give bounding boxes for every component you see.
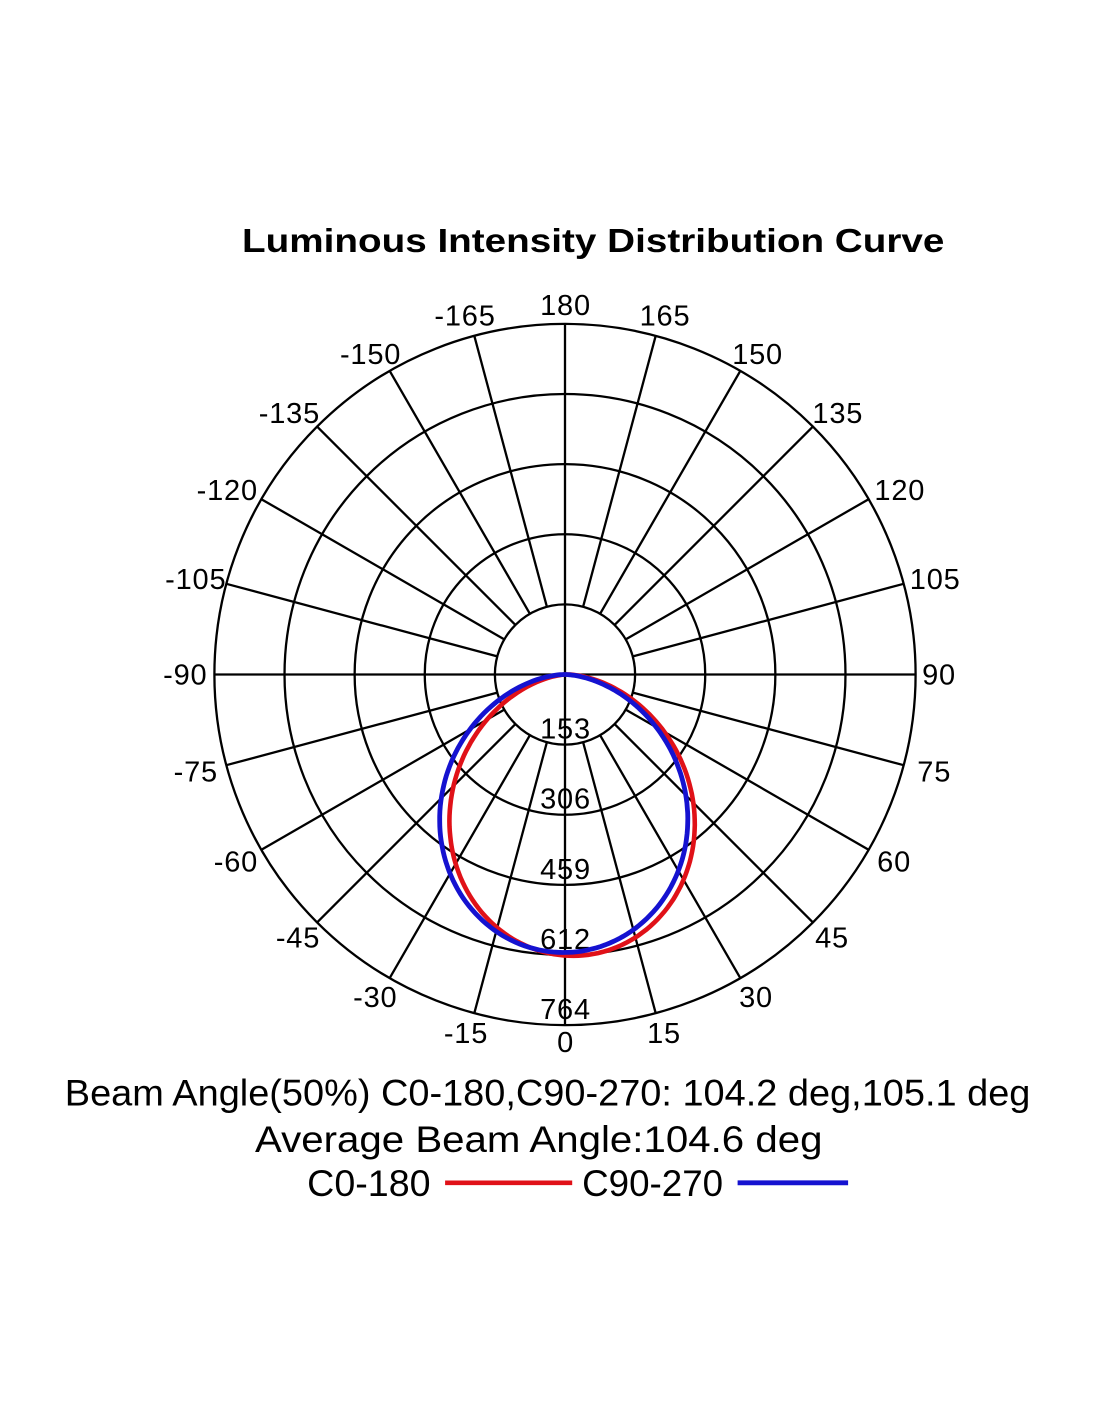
svg-text:150: 150	[732, 339, 783, 371]
svg-text:-60: -60	[214, 846, 258, 878]
svg-text:C0-180: C0-180	[307, 1163, 430, 1204]
svg-text:90: 90	[922, 660, 956, 692]
svg-text:-15: -15	[444, 1018, 488, 1050]
svg-text:Luminous Intensity Distributio: Luminous Intensity Distribution Curve	[242, 222, 944, 259]
svg-text:-135: -135	[259, 398, 320, 430]
svg-text:30: 30	[739, 982, 773, 1014]
svg-text:15: 15	[647, 1018, 681, 1050]
svg-text:-165: -165	[434, 301, 495, 333]
svg-text:60: 60	[877, 846, 911, 878]
svg-text:306: 306	[540, 784, 591, 816]
svg-text:105: 105	[910, 564, 961, 596]
svg-text:-120: -120	[197, 475, 258, 507]
svg-text:Beam Angle(50%) C0-180,C90-270: Beam Angle(50%) C0-180,C90-270: 104.2 de…	[65, 1073, 1031, 1114]
svg-text:75: 75	[917, 757, 951, 789]
svg-text:-75: -75	[174, 757, 218, 789]
svg-text:-90: -90	[163, 660, 207, 692]
svg-text:135: 135	[812, 398, 863, 430]
svg-text:459: 459	[540, 854, 591, 886]
svg-text:45: 45	[815, 923, 849, 955]
svg-text:-45: -45	[276, 923, 320, 955]
svg-text:0: 0	[557, 1027, 574, 1059]
svg-text:-105: -105	[165, 564, 226, 596]
svg-text:153: 153	[540, 714, 591, 746]
svg-text:-150: -150	[340, 339, 401, 371]
svg-text:Average Beam Angle:104.6 deg: Average Beam Angle:104.6 deg	[255, 1119, 823, 1160]
svg-text:764: 764	[540, 994, 591, 1026]
svg-text:165: 165	[640, 301, 691, 333]
svg-text:120: 120	[874, 475, 925, 507]
svg-text:C90-270: C90-270	[582, 1163, 723, 1204]
svg-text:180: 180	[540, 290, 591, 322]
svg-text:-30: -30	[353, 982, 397, 1014]
